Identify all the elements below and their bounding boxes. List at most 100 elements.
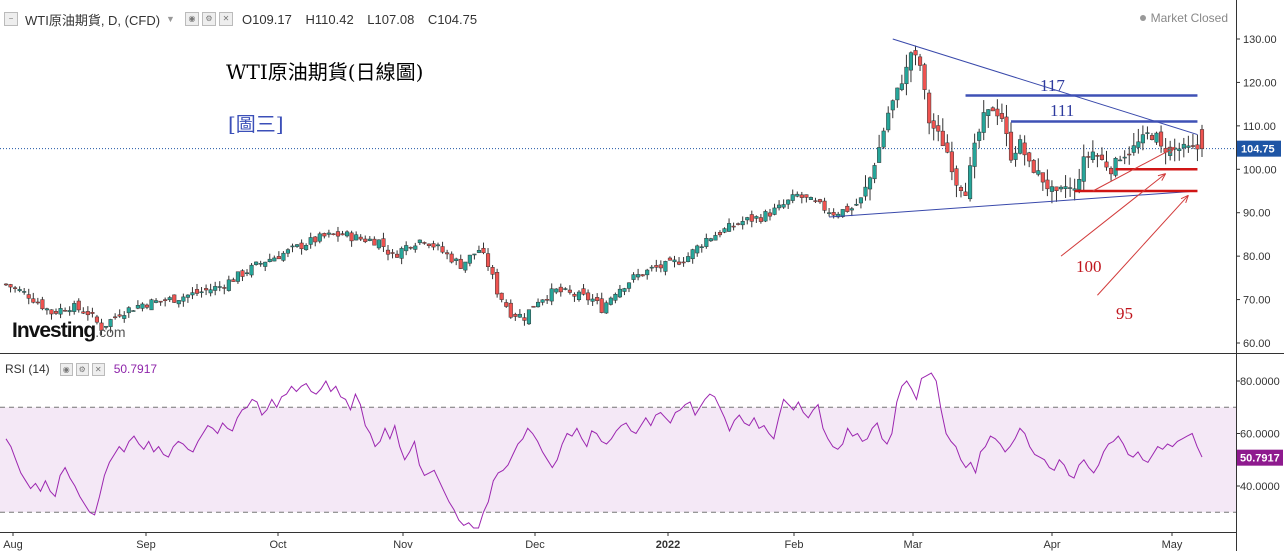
candle-body [222, 287, 227, 289]
candle-body [285, 249, 290, 254]
price-tick-label: 90.00 [1243, 208, 1271, 220]
candle-body [85, 311, 90, 316]
candle-body [954, 168, 959, 186]
candle-body [131, 310, 136, 312]
candle-body [563, 288, 568, 290]
candle-body [745, 217, 750, 221]
candle-body [595, 297, 600, 301]
candle-body [440, 246, 445, 253]
collapse-icon[interactable]: − [4, 12, 18, 26]
rsi-tick-label: 40.0000 [1240, 481, 1280, 493]
candle-body [113, 316, 118, 319]
candle-body [981, 112, 986, 133]
chevron-down-icon[interactable]: ▼ [166, 14, 175, 24]
logo-suffix: .com [95, 324, 126, 340]
candle-body [1136, 141, 1141, 148]
last-price-tag [1237, 140, 1281, 157]
chart-subtitle: [圖三] [228, 112, 284, 136]
candle-body [877, 147, 882, 163]
candle-body [695, 245, 700, 254]
candle-body [72, 303, 77, 312]
candle-body [422, 242, 427, 244]
candle-body [490, 267, 495, 275]
candle-body [190, 292, 195, 296]
candle-body [1186, 145, 1191, 148]
candle-body [90, 312, 95, 314]
candle-body [272, 257, 277, 262]
candle-body [290, 245, 295, 248]
eye-icon[interactable]: ◉ [184, 12, 199, 26]
candle-body [404, 245, 409, 252]
candle-body [1127, 153, 1132, 156]
candle-body [144, 304, 150, 308]
time-tick-label: Feb [785, 539, 804, 551]
rsi-label: RSI (14) [5, 362, 50, 376]
settings-icon[interactable]: ⚙ [201, 12, 216, 26]
candle-body [763, 211, 768, 222]
ohlc-values: O109.17 H110.42 L107.08 C104.75 [242, 12, 487, 27]
candle-body [458, 258, 463, 269]
rsi-band [0, 407, 1236, 513]
symbol-label[interactable]: WTI原油期貨, D, (CFD) [25, 12, 161, 28]
arrow-to-100-head [1161, 173, 1167, 181]
candle-body [263, 261, 268, 267]
candle-body [63, 310, 68, 312]
candle-body [1113, 158, 1118, 176]
candle-body [349, 232, 354, 242]
candle-body [631, 274, 636, 280]
candle-body [622, 288, 627, 292]
candle-body [927, 92, 932, 124]
candle-body [1159, 131, 1164, 147]
candle-body [240, 270, 245, 277]
price-tick-label: 110.00 [1243, 121, 1276, 133]
candle-body [408, 246, 413, 249]
candle-body [1027, 152, 1032, 162]
candle-body [49, 309, 54, 315]
candle-body [1077, 179, 1082, 190]
candle-body [81, 311, 86, 314]
candle-body [304, 245, 309, 251]
open-key: O [241, 11, 253, 27]
candle-body [786, 199, 791, 205]
high-key: H [305, 11, 315, 27]
candle-body [22, 291, 27, 293]
candle-body [549, 288, 554, 302]
candle-body [1140, 134, 1145, 144]
candle-body [817, 199, 823, 203]
candle-body [322, 233, 327, 237]
candle-body [108, 319, 113, 327]
candle-body [313, 236, 318, 243]
candle-body [1154, 132, 1159, 143]
level-117-label: 117 [1040, 76, 1065, 95]
rsi-header: RSI (14) ◉ ⚙ ✕ 50.7917 [5, 362, 157, 376]
arrow-to-triangle-head [1169, 147, 1176, 155]
candle-body [986, 109, 991, 116]
candle-body [445, 252, 450, 255]
candle-body [345, 231, 350, 237]
candle-body [672, 259, 677, 263]
candle-body [531, 305, 536, 308]
candle-body [213, 286, 218, 291]
candle-body [772, 207, 777, 215]
candle-body [540, 299, 545, 303]
candle-body [626, 282, 632, 289]
candle-body [858, 197, 863, 204]
candle-body [340, 233, 345, 236]
candle-body [918, 56, 923, 66]
candle-body [217, 286, 222, 288]
arrow-to-100 [1060, 173, 1166, 257]
candle-body [517, 313, 522, 318]
candle-body [1004, 116, 1009, 135]
price-tick-label: 100.00 [1243, 164, 1277, 176]
settings-icon[interactable]: ⚙ [75, 362, 89, 376]
candle-body [281, 252, 286, 261]
candle-body [204, 288, 209, 291]
eye-icon[interactable]: ◉ [59, 362, 73, 376]
candle-body [267, 258, 272, 262]
close-icon[interactable]: ✕ [91, 362, 105, 376]
candle-body [581, 288, 586, 295]
candle-body [449, 253, 454, 263]
ascending-trendline [829, 190, 1198, 218]
close-icon[interactable]: ✕ [218, 12, 233, 26]
